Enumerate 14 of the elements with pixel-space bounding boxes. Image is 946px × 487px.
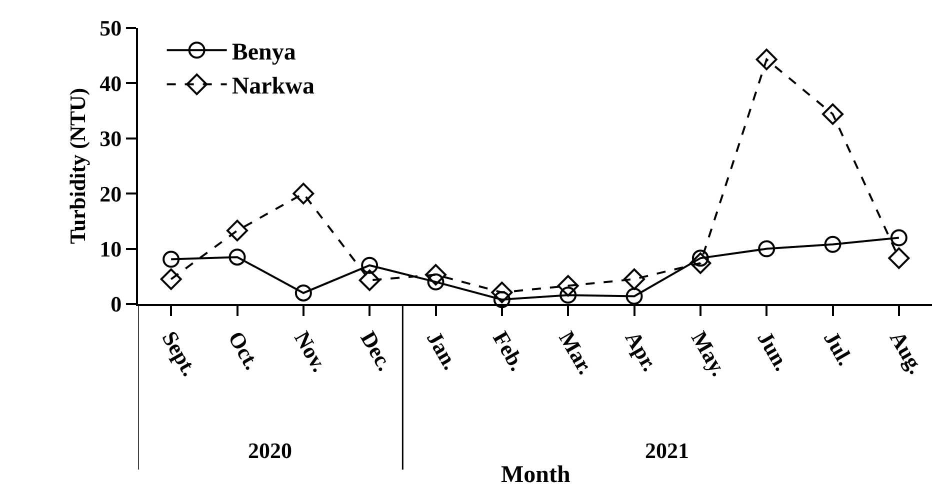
y-tick-label: 30 (100, 126, 122, 152)
y-tick-label: 10 (100, 236, 122, 262)
y-tick-label: 50 (100, 16, 122, 41)
x-tick-label: Jul. (818, 326, 858, 370)
x-axis-title: Month (501, 462, 570, 487)
y-axis-title: Turbidity (NTU) (64, 88, 90, 244)
text: 2021 (645, 438, 689, 463)
legend-label: Benya (232, 39, 296, 66)
y-tick-label: 40 (100, 70, 122, 96)
text: 2020 (248, 438, 292, 463)
y-tick-label: 0 (110, 292, 122, 317)
y-tick-label: 20 (100, 181, 122, 206)
x-tick-label: Apr. (620, 326, 663, 376)
legend-label: Narkwa (232, 74, 314, 100)
